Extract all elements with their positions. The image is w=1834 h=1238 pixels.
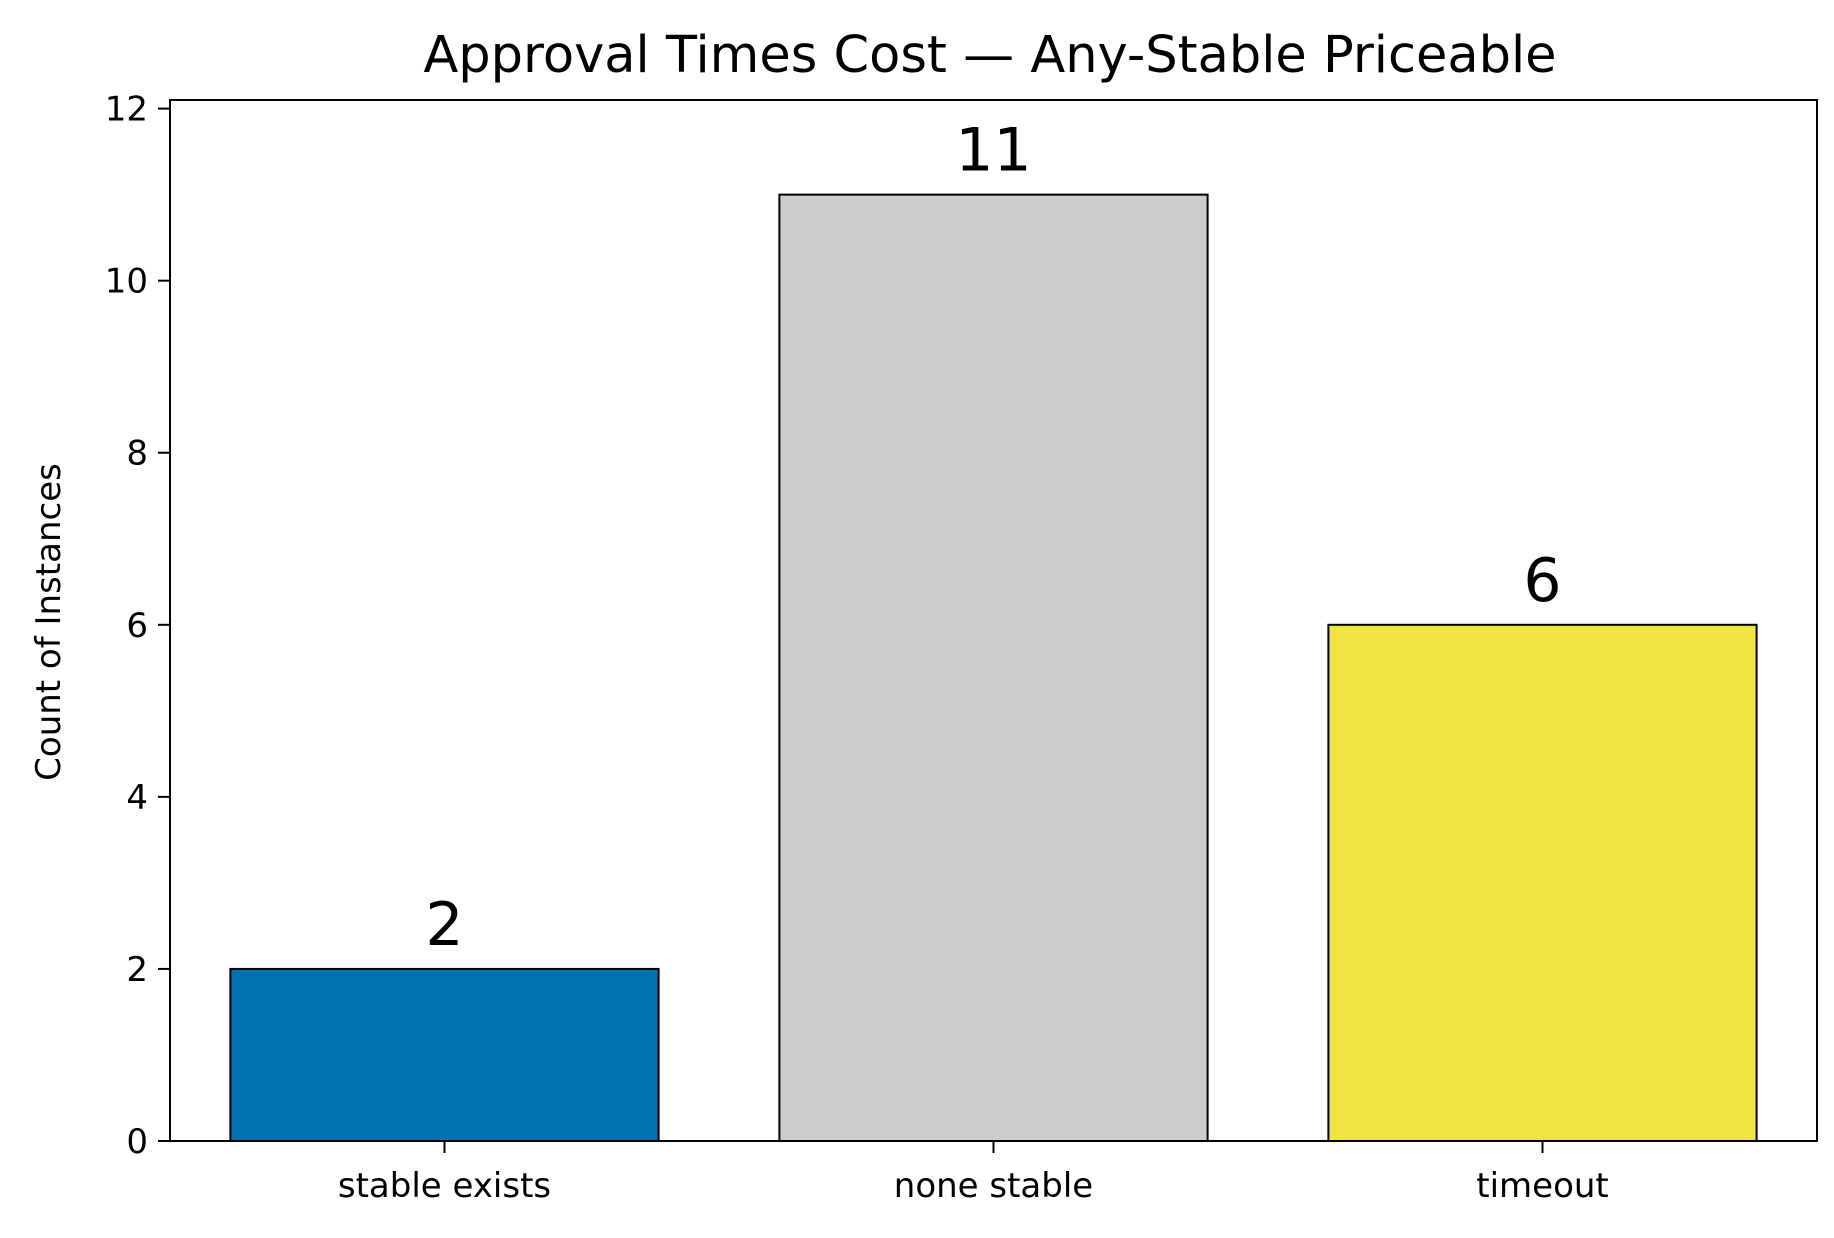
x-tick-label: timeout <box>1476 1166 1609 1206</box>
y-tick-label: 4 <box>126 778 148 818</box>
y-tick-label: 8 <box>126 434 148 474</box>
y-tick-label: 0 <box>126 1122 148 1162</box>
x-tick-label: none stable <box>894 1166 1093 1206</box>
data-label: 2 <box>425 890 463 960</box>
data-label: 11 <box>955 116 1031 186</box>
y-axis-label: Count of Instances <box>29 463 69 781</box>
y-tick-label: 6 <box>126 606 148 646</box>
bar-stable-exists <box>229 967 660 1143</box>
y-tick-label: 12 <box>105 90 148 130</box>
chart-title: Approval Times Cost — Any-Stable Priceab… <box>423 26 1556 85</box>
bar-none-stable <box>778 193 1209 1143</box>
data-label: 6 <box>1523 546 1561 616</box>
plot-area: 2 11 6 0 2 4 6 8 10 12 stable exists none stable tim… <box>105 90 1818 1206</box>
y-tick-label: 10 <box>105 262 148 302</box>
bar-timeout <box>1327 623 1758 1142</box>
x-tick-label: stable exists <box>338 1166 551 1206</box>
y-tick-label: 2 <box>126 950 148 990</box>
